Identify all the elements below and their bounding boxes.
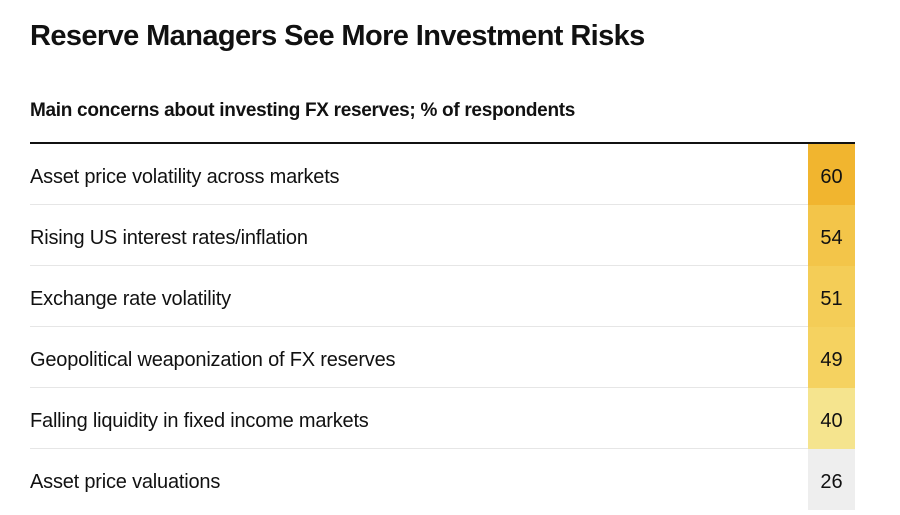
row-value-cell: 60 (808, 144, 855, 205)
table-row: Asset price valuations 26 (30, 449, 855, 510)
row-value-cell: 49 (808, 327, 855, 388)
table-row: Geopolitical weaponization of FX reserve… (30, 327, 855, 388)
row-label: Asset price valuations (30, 471, 221, 493)
row-value-cell: 54 (808, 205, 855, 266)
row-label: Asset price volatility across markets (30, 166, 340, 188)
table-row: Rising US interest rates/inflation 54 (30, 205, 855, 266)
data-table: Asset price volatility across markets 60… (30, 142, 855, 510)
table-row: Falling liquidity in fixed income market… (30, 388, 855, 449)
row-value-cell: 26 (808, 449, 855, 510)
row-value-cell: 51 (808, 266, 855, 327)
row-label: Exchange rate volatility (30, 288, 231, 310)
table-row: Exchange rate volatility 51 (30, 266, 855, 327)
table-row: Asset price volatility across markets 60 (30, 144, 855, 205)
chart-subtitle: Main concerns about investing FX reserve… (30, 100, 576, 121)
chart-title: Reserve Managers See More Investment Ris… (30, 20, 645, 52)
row-label: Geopolitical weaponization of FX reserve… (30, 349, 396, 371)
row-label: Rising US interest rates/inflation (30, 227, 308, 249)
row-label: Falling liquidity in fixed income market… (30, 410, 369, 432)
row-value-cell: 40 (808, 388, 855, 449)
